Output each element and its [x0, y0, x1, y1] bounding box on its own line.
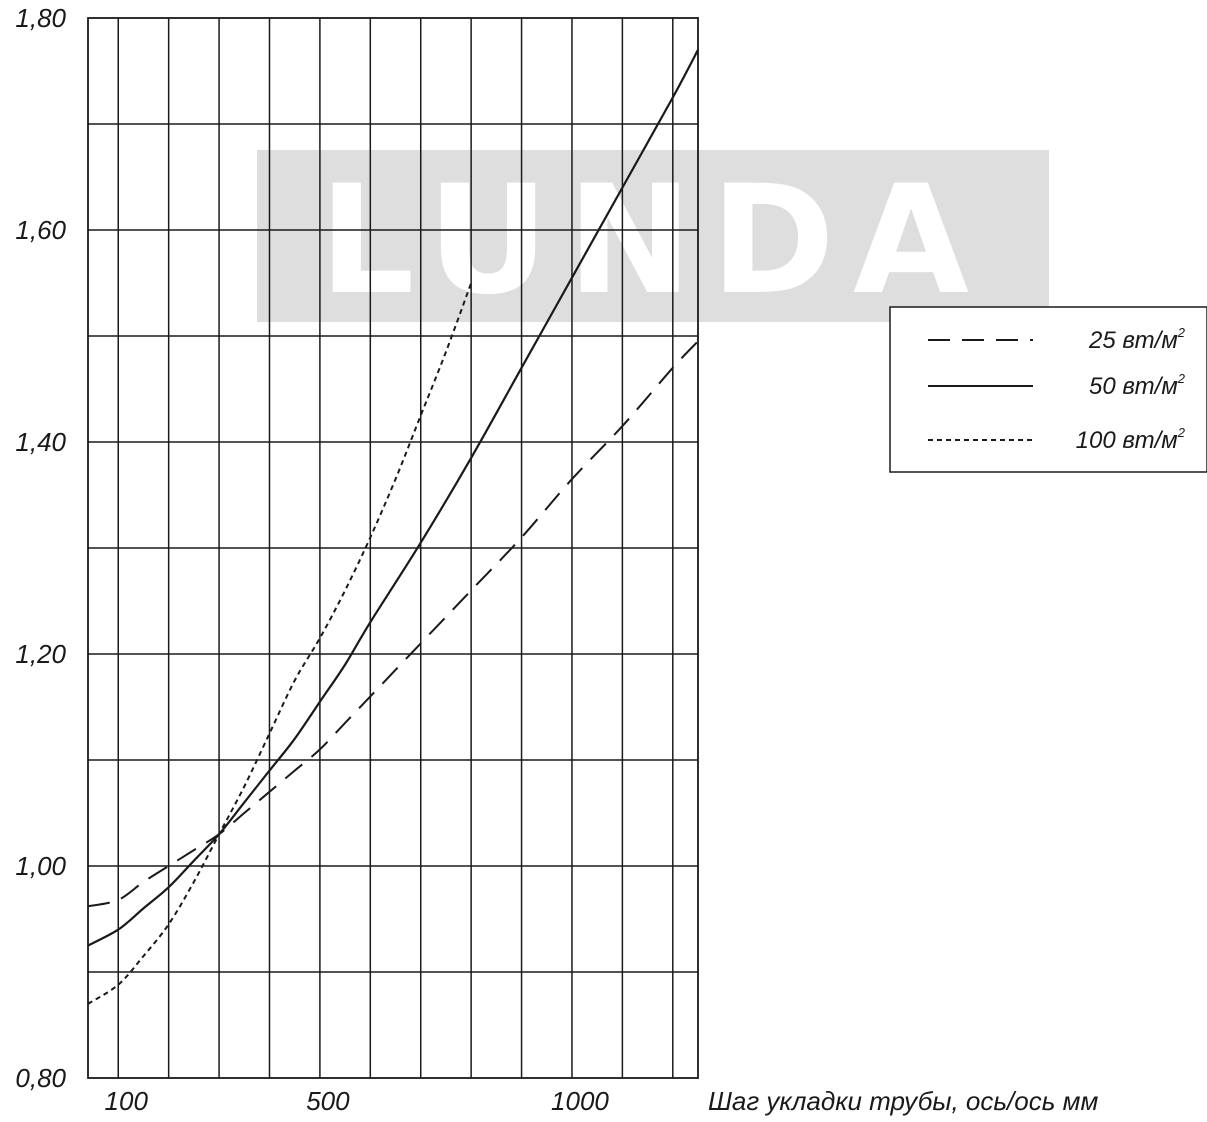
- legend-box: [889, 306, 1207, 473]
- plot-border: [87, 17, 699, 1079]
- grid-lines: [88, 18, 698, 1078]
- x-axis-label: Шаг укладки трубы, ось/ось мм: [708, 1086, 1098, 1116]
- legend-label-100: 100 вт/м2: [1076, 425, 1186, 454]
- y-axis-tick-labels: 0,80 1,00 1,20 1,40 1,60 1,80: [15, 3, 66, 1093]
- series-line-50: [87, 49, 699, 947]
- x-axis-tick-labels: 100 500 1000: [105, 1086, 610, 1116]
- lunda-watermark-logo: LUNDA: [257, 150, 1049, 328]
- x-tick-label: 100: [105, 1086, 149, 1116]
- y-tick-label: 0,80: [15, 1063, 66, 1093]
- x-tick-label: 1000: [551, 1086, 609, 1116]
- x-tick-label: 500: [306, 1086, 350, 1116]
- series-line-100: [87, 282, 473, 1005]
- watermark-text: LUNDA: [319, 154, 987, 328]
- legend: 25 вт/м2 50 вт/м2 100 вт/м2: [889, 306, 1207, 473]
- series-line-25: [87, 340, 699, 908]
- legend-label-50: 50 вт/м2: [1089, 371, 1186, 400]
- y-tick-label: 1,00: [15, 851, 66, 881]
- y-tick-label: 1,80: [15, 3, 66, 33]
- y-tick-label: 1,60: [15, 215, 66, 245]
- legend-label-25: 25 вт/м2: [1088, 325, 1186, 354]
- plot-frame: [87, 17, 699, 1079]
- y-tick-label: 1,20: [15, 639, 66, 669]
- series-layer: [87, 49, 699, 1005]
- y-tick-label: 1,40: [15, 427, 66, 457]
